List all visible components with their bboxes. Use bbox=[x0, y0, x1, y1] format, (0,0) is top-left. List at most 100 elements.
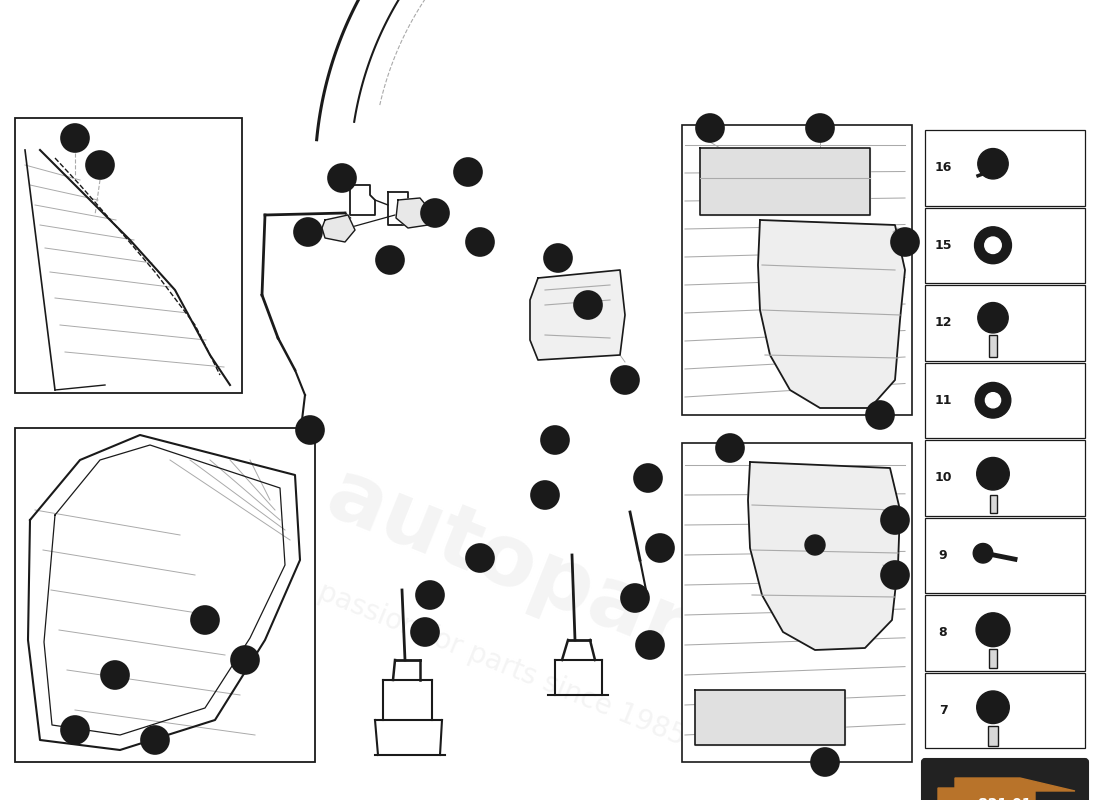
Text: 11: 11 bbox=[108, 670, 122, 680]
Circle shape bbox=[60, 716, 89, 744]
Text: 10: 10 bbox=[383, 255, 397, 265]
Circle shape bbox=[411, 618, 439, 646]
Text: 16: 16 bbox=[424, 590, 437, 600]
Circle shape bbox=[976, 613, 1010, 646]
Text: 8: 8 bbox=[891, 570, 899, 580]
Text: 13: 13 bbox=[703, 123, 717, 133]
Bar bbox=[15, 428, 315, 762]
Circle shape bbox=[978, 302, 1009, 333]
Circle shape bbox=[986, 393, 1001, 408]
Bar bbox=[682, 443, 912, 762]
Bar bbox=[925, 518, 1085, 593]
Text: 16: 16 bbox=[934, 162, 952, 174]
Polygon shape bbox=[758, 220, 905, 408]
Text: 14: 14 bbox=[813, 123, 827, 133]
Bar bbox=[925, 285, 1085, 361]
Text: 5: 5 bbox=[464, 167, 472, 177]
Circle shape bbox=[610, 366, 639, 394]
Text: 10: 10 bbox=[473, 237, 486, 247]
Polygon shape bbox=[695, 690, 845, 745]
Circle shape bbox=[881, 561, 909, 589]
Circle shape bbox=[416, 581, 444, 609]
Polygon shape bbox=[938, 778, 1075, 800]
Circle shape bbox=[466, 544, 494, 572]
Circle shape bbox=[977, 691, 1010, 723]
Text: 7: 7 bbox=[938, 704, 947, 717]
Circle shape bbox=[328, 164, 356, 192]
Circle shape bbox=[975, 227, 1011, 264]
Text: 8: 8 bbox=[822, 757, 828, 767]
Text: 2: 2 bbox=[621, 375, 628, 385]
Bar bbox=[990, 495, 997, 513]
Circle shape bbox=[376, 246, 404, 274]
Bar bbox=[989, 649, 997, 667]
Text: 11: 11 bbox=[68, 725, 81, 735]
Circle shape bbox=[231, 646, 258, 674]
Bar bbox=[989, 334, 997, 357]
Text: 12: 12 bbox=[873, 410, 887, 420]
Text: 12: 12 bbox=[336, 173, 349, 183]
Circle shape bbox=[574, 291, 602, 319]
Circle shape bbox=[531, 481, 559, 509]
Text: 821 01: 821 01 bbox=[978, 797, 1032, 800]
Circle shape bbox=[881, 506, 909, 534]
Text: 11: 11 bbox=[934, 394, 952, 406]
Text: 9: 9 bbox=[476, 553, 484, 563]
Circle shape bbox=[646, 534, 674, 562]
Text: 15: 15 bbox=[641, 473, 654, 483]
Circle shape bbox=[866, 401, 894, 429]
Polygon shape bbox=[700, 148, 870, 215]
Circle shape bbox=[806, 114, 834, 142]
Bar bbox=[925, 130, 1085, 206]
Polygon shape bbox=[396, 198, 430, 228]
Text: 7: 7 bbox=[584, 300, 592, 310]
Text: 10: 10 bbox=[428, 208, 442, 218]
Text: 9: 9 bbox=[938, 549, 947, 562]
Text: 8: 8 bbox=[901, 237, 909, 247]
Text: 9: 9 bbox=[551, 435, 559, 445]
Text: 12: 12 bbox=[934, 316, 952, 330]
Bar bbox=[925, 362, 1085, 438]
Circle shape bbox=[421, 199, 449, 227]
Circle shape bbox=[891, 228, 918, 256]
Circle shape bbox=[60, 124, 89, 152]
Circle shape bbox=[976, 382, 1011, 418]
Circle shape bbox=[621, 584, 649, 612]
Bar bbox=[925, 673, 1085, 748]
Text: 10: 10 bbox=[934, 471, 952, 484]
Circle shape bbox=[636, 631, 664, 659]
Text: 4: 4 bbox=[726, 443, 734, 453]
Circle shape bbox=[716, 434, 744, 462]
Text: 1: 1 bbox=[307, 425, 314, 435]
Polygon shape bbox=[530, 270, 625, 360]
Circle shape bbox=[634, 464, 662, 492]
Text: 9: 9 bbox=[647, 640, 653, 650]
Circle shape bbox=[141, 726, 169, 754]
Text: autoparts: autoparts bbox=[315, 453, 785, 707]
Circle shape bbox=[978, 149, 1009, 179]
Circle shape bbox=[805, 535, 825, 555]
Circle shape bbox=[86, 151, 114, 179]
Bar bbox=[682, 125, 912, 415]
Circle shape bbox=[466, 228, 494, 256]
Text: 11: 11 bbox=[94, 160, 107, 170]
Circle shape bbox=[454, 158, 482, 186]
Circle shape bbox=[696, 114, 724, 142]
Circle shape bbox=[974, 543, 993, 563]
Circle shape bbox=[544, 244, 572, 272]
Polygon shape bbox=[322, 215, 355, 242]
Bar bbox=[925, 595, 1085, 670]
Text: 15: 15 bbox=[538, 490, 552, 500]
Text: 7: 7 bbox=[554, 253, 562, 263]
Circle shape bbox=[541, 426, 569, 454]
Bar bbox=[925, 440, 1085, 515]
Text: 9: 9 bbox=[201, 615, 209, 625]
Text: 9: 9 bbox=[657, 543, 663, 553]
Polygon shape bbox=[748, 462, 900, 650]
Circle shape bbox=[984, 237, 1001, 254]
Text: 10: 10 bbox=[68, 133, 81, 143]
Bar bbox=[925, 207, 1085, 283]
Text: 6: 6 bbox=[305, 227, 311, 237]
Text: 15: 15 bbox=[934, 238, 952, 252]
Circle shape bbox=[294, 218, 322, 246]
